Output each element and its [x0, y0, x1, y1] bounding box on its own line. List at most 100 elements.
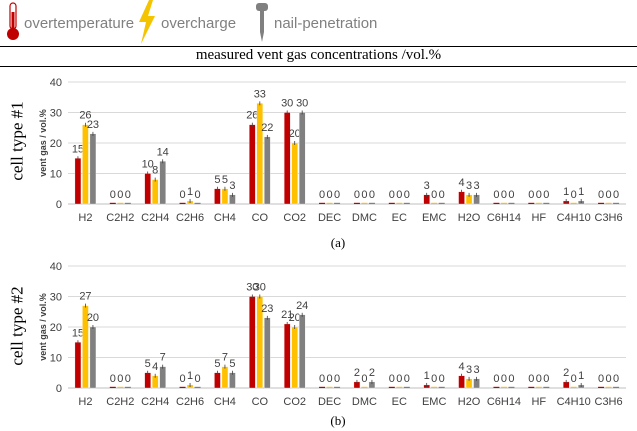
data-label-nail-penetration-h2: 23 — [87, 119, 99, 131]
data-label-nail-penetration-c2h2: 0 — [125, 373, 131, 385]
data-label-overtemperature-h2o: 4 — [459, 177, 465, 189]
data-label-overtemperature-co2: 21 — [281, 309, 293, 321]
data-label-overtemperature-c2h6: 0 — [180, 189, 186, 201]
x-tick-label-c3h6: C3H6 — [595, 212, 623, 224]
data-label-nail-penetration-c4h10: 1 — [578, 370, 584, 382]
bar-nail-penetration-dec — [334, 386, 341, 388]
bar-overcharge-c6h14 — [500, 202, 507, 204]
data-label-overtemperature-ec: 0 — [389, 189, 395, 201]
data-label-nail-penetration-ec: 0 — [404, 189, 410, 201]
data-label-overtemperature-co: 30 — [246, 282, 258, 294]
bar-nail-penetration-co — [264, 317, 271, 389]
x-tick-label-c2h6: C2H6 — [176, 212, 204, 224]
data-label-overcharge-c2h2: 0 — [117, 189, 123, 201]
bar-overtemperature-co2 — [284, 112, 291, 205]
bar-overcharge-c6h14 — [500, 386, 507, 388]
bar-overcharge-ec — [396, 386, 403, 388]
bar-overtemperature-c2h2 — [109, 202, 116, 204]
bar-overcharge-ch4 — [221, 188, 229, 205]
bar-nail-penetration-c2h4 — [159, 161, 166, 205]
data-label-nail-penetration-emc: 0 — [439, 373, 445, 385]
x-tick-label-c6h14: C6H14 — [487, 212, 521, 224]
bar-nail-penetration-c2h2 — [124, 202, 131, 204]
y-tick-label: 0 — [56, 199, 62, 211]
data-label-nail-penetration-c2h2: 0 — [125, 189, 131, 201]
bar-overtemperature-dec — [319, 202, 326, 204]
y-tick-label: 20 — [50, 322, 62, 334]
data-label-nail-penetration-ch4: 5 — [229, 358, 235, 370]
x-tick-label-dmc: DMC — [352, 212, 377, 224]
bar-overtemperature-ch4 — [214, 372, 221, 389]
bar-nail-penetration-h2 — [89, 326, 97, 389]
data-label-nail-penetration-ch4: 3 — [229, 180, 235, 192]
data-label-overcharge-ch4: 5 — [222, 174, 228, 186]
data-label-overcharge-emc: 0 — [431, 189, 437, 201]
bar-overtemperature-c3h6 — [598, 202, 605, 204]
x-tick-label-hf: HF — [531, 212, 546, 224]
data-label-overcharge-c2h2: 0 — [117, 373, 123, 385]
data-label-overtemperature-dmc: 2 — [354, 367, 360, 379]
y-tick-label: 40 — [50, 77, 62, 89]
data-label-overcharge-c3h6: 0 — [606, 373, 612, 385]
bar-nail-penetration-ch4 — [229, 372, 236, 389]
bar-overtemperature-co — [249, 296, 256, 389]
bar-nail-penetration-dmc — [368, 202, 375, 204]
data-label-overcharge-c6h14: 0 — [501, 373, 507, 385]
bar-nail-penetration-ec — [403, 202, 410, 204]
data-label-nail-penetration-ec: 0 — [404, 373, 410, 385]
bar-nail-penetration-c2h6 — [194, 386, 201, 388]
x-tick-label-ec: EC — [392, 212, 407, 224]
x-tick-label-h2: H2 — [78, 396, 92, 408]
data-label-nail-penetration-dmc: 0 — [369, 189, 375, 201]
data-label-nail-penetration-c6h14: 0 — [508, 373, 514, 385]
bar-overtemperature-c3h6 — [598, 386, 605, 388]
data-label-overtemperature-hf: 0 — [528, 189, 534, 201]
data-label-overtemperature-c4h10: 2 — [563, 367, 569, 379]
data-label-overtemperature-hf: 0 — [528, 373, 534, 385]
data-label-overtemperature-h2o: 4 — [459, 361, 465, 373]
data-label-overtemperature-c3h6: 0 — [598, 189, 604, 201]
bar-overtemperature-ec — [388, 202, 395, 204]
bar-overcharge-dmc — [361, 386, 368, 388]
data-label-overcharge-co: 33 — [254, 88, 266, 100]
bar-overcharge-c2h2 — [117, 386, 124, 388]
data-label-nail-penetration-h2: 20 — [87, 312, 99, 324]
bar-overtemperature-dmc — [353, 202, 360, 204]
panel-a-sub-label: (a) — [330, 235, 346, 250]
bar-overtemperature-c2h2 — [109, 386, 116, 388]
bar-overtemperature-hf — [528, 202, 535, 204]
data-label-overcharge-co: 30 — [254, 282, 266, 294]
data-label-nail-penetration-c2h4: 7 — [160, 352, 166, 364]
bar-nail-penetration-ec — [403, 386, 410, 388]
x-tick-label-hf: HF — [531, 396, 546, 408]
data-label-overtemperature-c3h6: 0 — [598, 373, 604, 385]
bar-nail-penetration-dec — [334, 202, 341, 204]
y-tick-label: 10 — [50, 169, 62, 181]
x-tick-label-c4h10: C4H10 — [557, 212, 591, 224]
bar-overtemperature-co — [249, 124, 256, 205]
bar-overtemperature-co2 — [284, 323, 291, 389]
x-tick-label-co: CO — [252, 396, 269, 408]
data-label-overcharge-c2h4: 4 — [152, 361, 158, 373]
bar-overcharge-co2 — [291, 142, 298, 205]
data-label-nail-penetration-c4h10: 1 — [578, 186, 584, 198]
bar-overcharge-hf — [535, 386, 542, 388]
bar-nail-penetration-co2 — [299, 112, 306, 205]
bar-nail-penetration-c2h4 — [159, 366, 166, 389]
bar-nail-penetration-c2h2 — [124, 386, 131, 388]
data-label-overcharge-c2h6: 1 — [187, 186, 193, 198]
y-tick-label: 30 — [50, 292, 62, 304]
y-tick-label: 0 — [56, 383, 62, 395]
bar-overcharge-dec — [326, 386, 333, 388]
data-label-overtemperature-ch4: 5 — [214, 358, 220, 370]
data-label-overtemperature-h2: 15 — [72, 327, 84, 339]
data-label-overtemperature-h2: 15 — [72, 143, 84, 155]
data-label-nail-penetration-dec: 0 — [334, 189, 340, 201]
data-label-overcharge-c4h10: 0 — [571, 189, 577, 201]
data-label-nail-penetration-c6h14: 0 — [508, 189, 514, 201]
data-label-nail-penetration-h2o: 3 — [474, 364, 480, 376]
bar-overtemperature-c2h4 — [144, 173, 151, 205]
bar-overcharge-c3h6 — [605, 386, 612, 388]
data-label-overtemperature-emc: 1 — [424, 370, 430, 382]
bar-nail-penetration-hf — [543, 202, 550, 204]
